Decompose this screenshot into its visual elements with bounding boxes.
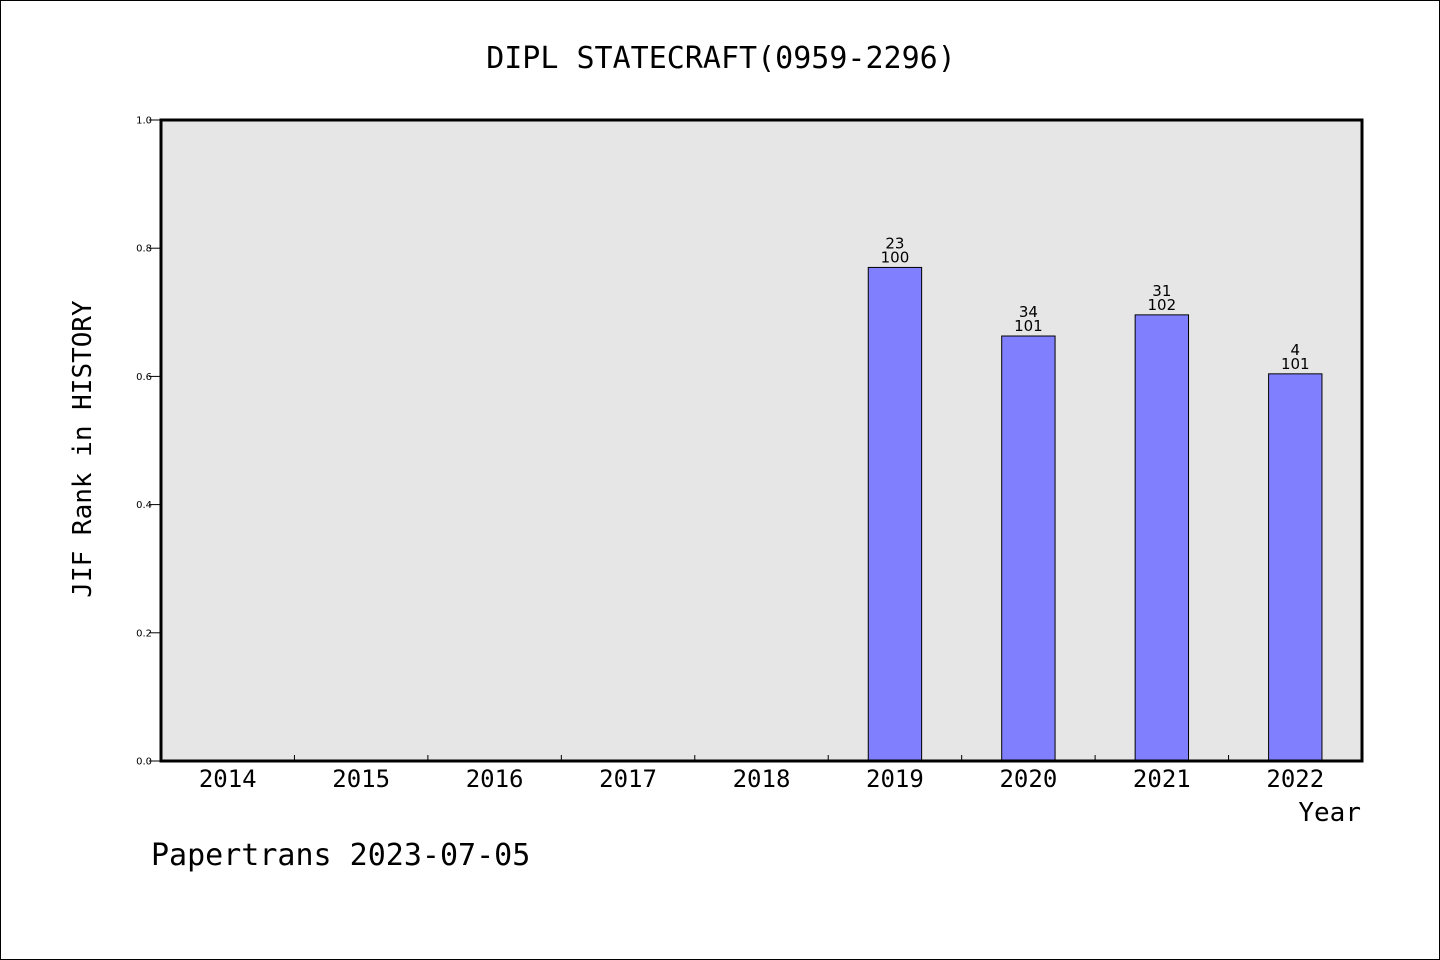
x-tick-label-2021: 2021	[1133, 765, 1191, 793]
x-tick-label-2017: 2017	[599, 765, 657, 793]
y-tick-label-0: 0.0	[136, 757, 152, 768]
footer-text: Papertrans 2023-07-05	[151, 838, 530, 873]
bar-2019	[867, 266, 923, 762]
x-tick-label-2014: 2014	[199, 765, 257, 793]
y-tick-label-4: 0.8	[136, 244, 152, 255]
bar-2020	[1001, 335, 1056, 762]
bar-label-rank-2021: 31	[1152, 282, 1171, 300]
bar-label-total-2021: 102	[1148, 296, 1177, 314]
bar-label-rank-2020: 34	[1019, 303, 1038, 321]
bar-2022	[1268, 373, 1323, 762]
x-tick-label-2018: 2018	[733, 765, 791, 793]
bar-label-total-2020: 101	[1014, 317, 1043, 335]
y-tick-label-3: 0.6	[136, 372, 152, 383]
bar-label-rank-2019: 23	[885, 234, 904, 252]
bar-2021	[1134, 314, 1190, 762]
bar-label-total-2019: 100	[881, 248, 910, 266]
x-tick-label-2015: 2015	[332, 765, 390, 793]
bar-label-rank-2022: 4	[1291, 341, 1301, 359]
y-axis-title: JIF Rank in HISTORY	[68, 300, 98, 598]
y-tick-label-5: 1.0	[136, 116, 152, 127]
x-tick-label-2016: 2016	[466, 765, 524, 793]
y-tick-label-1: 0.2	[136, 628, 152, 639]
x-tick-label-2019: 2019	[866, 765, 924, 793]
y-tick-label-2: 0.4	[136, 500, 152, 511]
y-axis: 0.0 0.2 0.4 0.6 0.8 1.0	[136, 116, 161, 768]
x-tick-label-2022: 2022	[1266, 765, 1324, 793]
x-axis-title: Year	[1298, 798, 1361, 828]
plot-frame	[159, 118, 1364, 763]
x-axis: 2014 2015 2016 2017 2018 2019 2020 2021 2022	[199, 755, 1324, 793]
x-tick-label-2020: 2020	[999, 765, 1057, 793]
bar-label-total-2022: 101	[1281, 355, 1310, 373]
chart-title: DIPL STATECRAFT(0959-2296)	[486, 41, 956, 76]
bars	[867, 266, 1323, 762]
